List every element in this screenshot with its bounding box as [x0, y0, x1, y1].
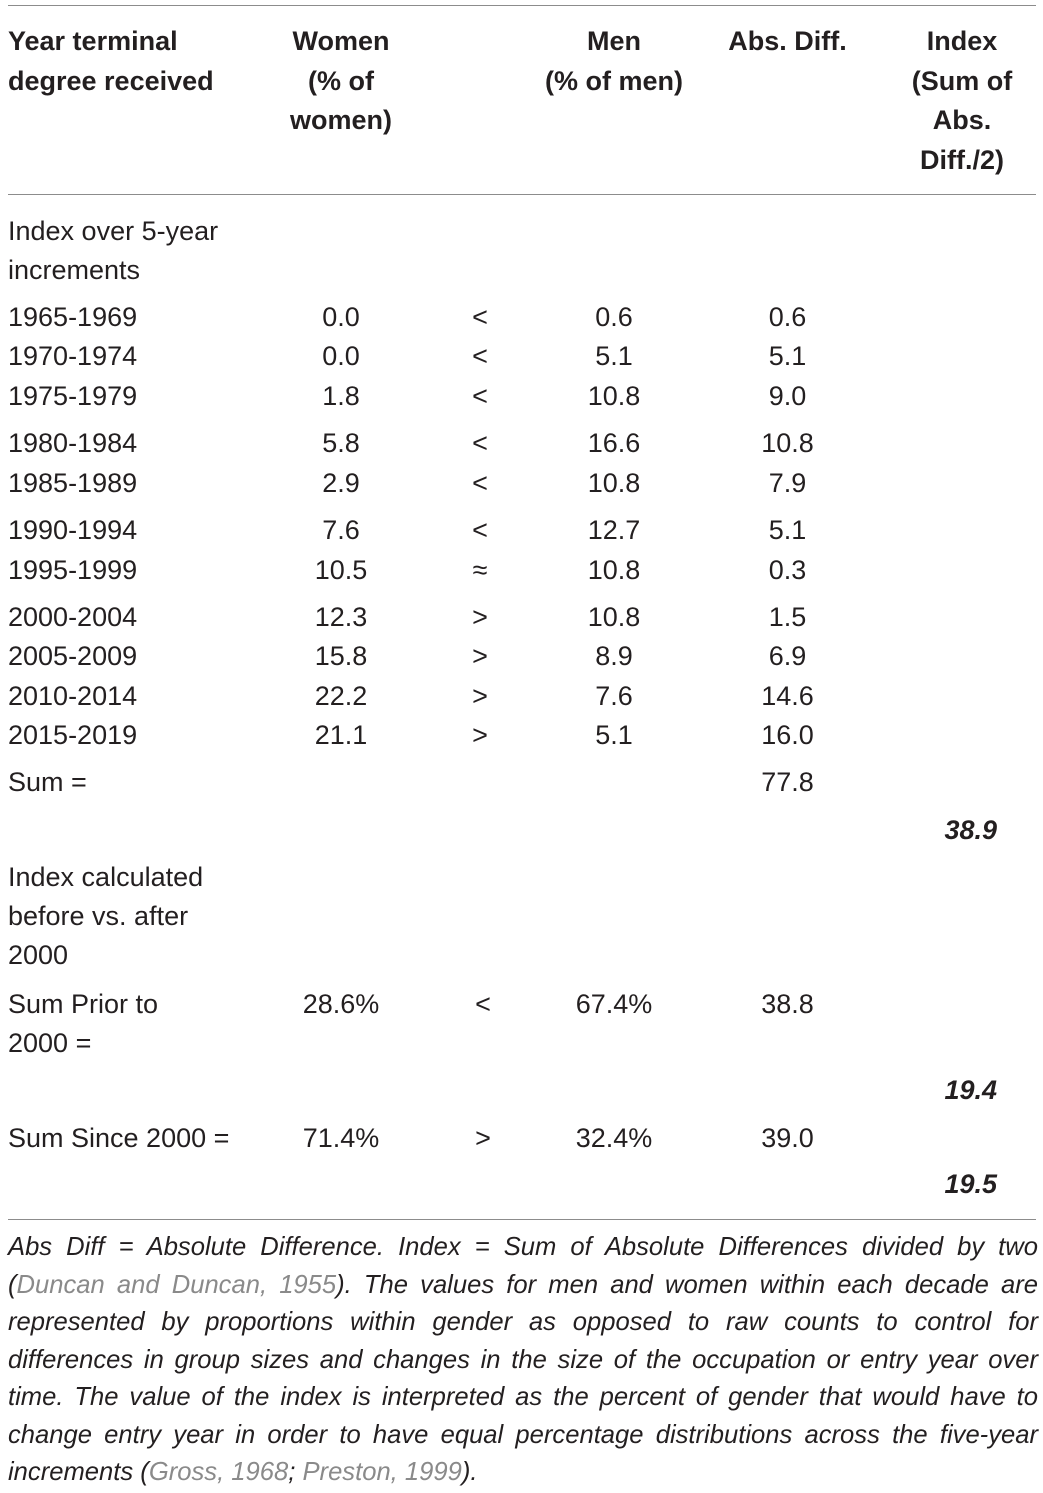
section-label-5-year: Index over 5-year increments	[8, 216, 219, 285]
row-men: 12.7	[587, 515, 641, 545]
header-index: Index (Sum of Abs. Diff./2)	[911, 26, 1013, 175]
row-women: 15.8	[314, 641, 368, 671]
row-abs-diff: 10.8	[761, 428, 814, 458]
sum-label: Sum =	[8, 767, 87, 797]
index-prior-value: 19.4	[944, 1075, 997, 1105]
row-men: 0.6	[595, 302, 633, 332]
sum-abs-diff: 77.8	[761, 767, 814, 797]
row-women: 1.8	[322, 381, 360, 411]
header-year: Year terminal degree received	[8, 26, 214, 96]
row-men: 7.6	[595, 681, 633, 711]
row-year: 1980-1984	[8, 428, 138, 458]
row-women: 0.0	[322, 302, 360, 332]
row-comparison: <	[472, 341, 488, 371]
header-bottom-rule	[8, 194, 1036, 195]
row-men: 5.1	[595, 341, 633, 371]
row-men: 10.8	[587, 602, 641, 632]
sum-since-men: 32.4%	[575, 1123, 653, 1153]
row-abs-diff: 0.6	[768, 302, 807, 332]
sum-since-comparison: >	[475, 1123, 491, 1153]
row-women: 22.2	[314, 681, 368, 711]
row-year: 1985-1989	[8, 468, 138, 498]
row-men: 16.6	[587, 428, 641, 458]
row-men: 10.8	[587, 468, 641, 498]
row-women: 0.0	[322, 341, 360, 371]
row-comparison: <	[472, 302, 488, 332]
section-label-before-after: Index calculated before vs. after 2000	[8, 862, 204, 970]
row-women: 10.5	[314, 555, 368, 585]
row-women: 5.8	[322, 428, 360, 458]
row-comparison: <	[472, 428, 488, 458]
row-abs-diff: 0.3	[768, 555, 807, 585]
header-women: Women (% of women)	[289, 26, 392, 135]
row-year: 2005-2009	[8, 641, 138, 671]
row-year: 1995-1999	[8, 555, 138, 585]
row-men: 10.8	[587, 381, 641, 411]
row-year: 1965-1969	[8, 302, 138, 332]
sum-prior-men: 67.4%	[575, 989, 653, 1019]
row-comparison: >	[472, 681, 488, 711]
row-comparison: <	[472, 468, 488, 498]
sum-since-label: Sum Since 2000 =	[8, 1123, 230, 1153]
row-abs-diff: 5.1	[768, 341, 807, 371]
table-footnote: Abs Diff = Absolute Difference. Index = …	[8, 1233, 1038, 1486]
header-men: Men (% of men)	[545, 26, 683, 96]
row-abs-diff: 7.9	[768, 468, 807, 498]
row-men: 8.9	[595, 641, 633, 671]
row-abs-diff: 9.0	[768, 381, 807, 411]
row-year: 2010-2014	[8, 681, 138, 711]
table-bottom-rule	[8, 1219, 1036, 1220]
row-comparison: >	[472, 720, 488, 750]
row-year: 1975-1979	[8, 381, 138, 411]
row-comparison: >	[472, 602, 488, 632]
row-abs-diff: 14.6	[761, 681, 814, 711]
sum-since-abs-diff: 39.0	[761, 1123, 814, 1153]
row-women: 21.1	[314, 720, 368, 750]
row-comparison: ≈	[472, 555, 488, 585]
row-abs-diff: 16.0	[761, 720, 814, 750]
index-since-value: 19.5	[944, 1169, 997, 1199]
sum-prior-abs-diff: 38.8	[761, 989, 814, 1019]
index-total-value: 38.9	[944, 815, 997, 845]
header-abs-diff: Abs. Diff.	[728, 26, 847, 56]
row-abs-diff: 1.5	[768, 602, 807, 632]
row-year: 2000-2004	[8, 602, 138, 632]
row-year: 1970-1974	[8, 341, 138, 371]
citation-link[interactable]: Duncan and Duncan, 1955	[16, 1270, 337, 1299]
row-abs-diff: 5.1	[768, 515, 807, 545]
row-year: 2015-2019	[8, 720, 138, 750]
sum-prior-women: 28.6%	[302, 989, 380, 1019]
sum-prior-comparison: <	[475, 989, 491, 1019]
row-men: 5.1	[595, 720, 633, 750]
citation-link[interactable]: Preston, 1999	[302, 1458, 462, 1486]
sum-prior-label: Sum Prior to 2000 =	[8, 989, 159, 1058]
row-comparison: >	[472, 641, 488, 671]
row-men: 10.8	[587, 555, 641, 585]
row-women: 2.9	[322, 468, 360, 498]
row-women: 12.3	[314, 602, 368, 632]
row-women: 7.6	[322, 515, 360, 545]
table-top-rule	[8, 5, 1036, 6]
row-comparison: <	[472, 381, 488, 411]
row-abs-diff: 6.9	[768, 641, 807, 671]
row-comparison: <	[472, 515, 488, 545]
citation-link[interactable]: Gross, 1968	[148, 1458, 289, 1486]
row-year: 1990-1994	[8, 515, 138, 545]
sum-since-women: 71.4%	[302, 1123, 380, 1153]
